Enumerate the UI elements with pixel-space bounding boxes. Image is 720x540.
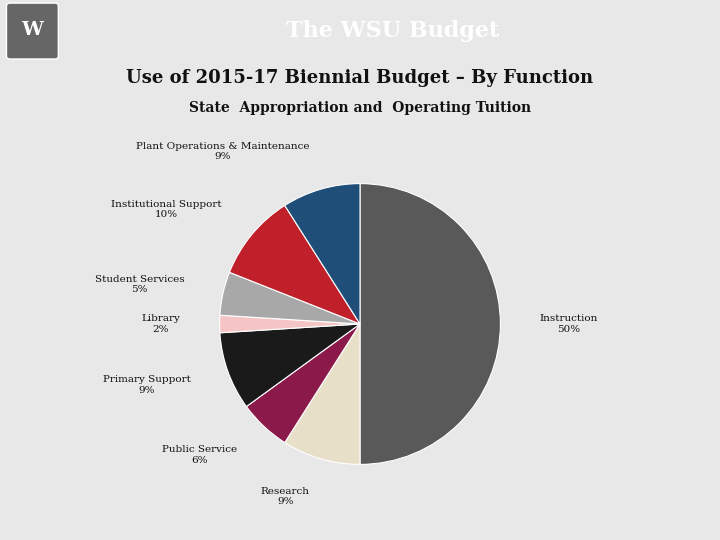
Text: Primary Support
9%: Primary Support 9%	[103, 375, 191, 395]
Wedge shape	[246, 324, 360, 443]
Text: Public Service
6%: Public Service 6%	[162, 446, 237, 465]
Text: Research
9%: Research 9%	[261, 487, 310, 507]
Wedge shape	[360, 184, 500, 464]
Text: Plant Operations & Maintenance
9%: Plant Operations & Maintenance 9%	[136, 141, 310, 161]
Text: Student Services
5%: Student Services 5%	[95, 275, 184, 294]
FancyBboxPatch shape	[6, 3, 58, 59]
Text: The WSU Budget: The WSU Budget	[286, 20, 499, 42]
Text: State  Appropriation and  Operating Tuition: State Appropriation and Operating Tuitio…	[189, 100, 531, 114]
Text: W: W	[22, 21, 43, 39]
Text: Instruction
50%: Instruction 50%	[540, 314, 598, 334]
Wedge shape	[230, 205, 360, 324]
Text: Library
2%: Library 2%	[141, 314, 180, 334]
Wedge shape	[220, 272, 360, 324]
Wedge shape	[285, 324, 360, 464]
Wedge shape	[220, 315, 360, 333]
Text: Institutional Support
10%: Institutional Support 10%	[111, 200, 222, 219]
Wedge shape	[220, 324, 360, 407]
Wedge shape	[285, 184, 360, 324]
Text: Use of 2015-17 Biennial Budget – By Function: Use of 2015-17 Biennial Budget – By Func…	[127, 70, 593, 87]
